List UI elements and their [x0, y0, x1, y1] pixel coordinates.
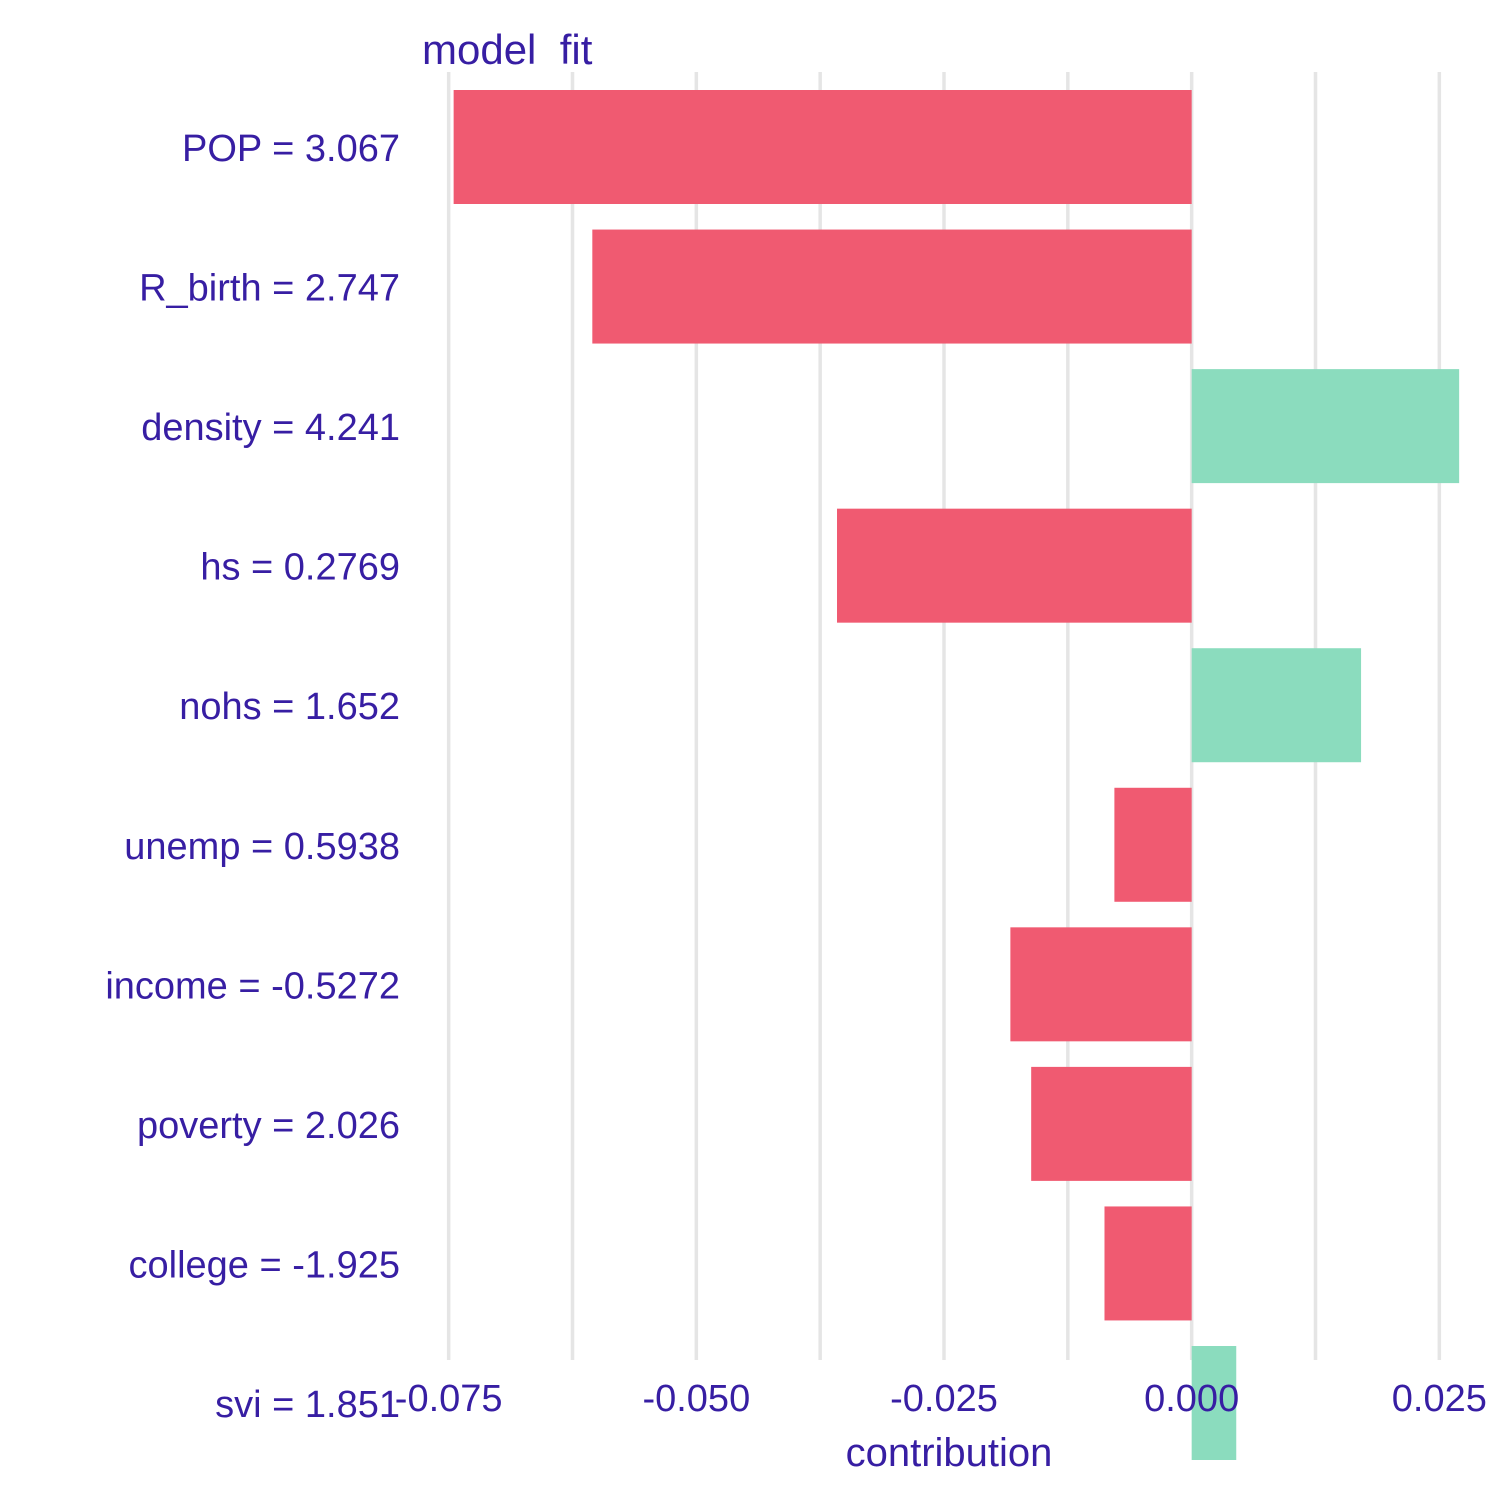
x-axis-title: contribution [846, 1431, 1053, 1475]
category-label: svi = 1.851 [215, 1384, 400, 1426]
category-label: POP = 3.067 [182, 128, 400, 170]
x-tick-label: -0.025 [890, 1378, 998, 1420]
category-label: nohs = 1.652 [179, 686, 400, 728]
bar [1114, 787, 1192, 902]
x-tick-label: 0.000 [1144, 1378, 1239, 1420]
bar [1104, 1206, 1192, 1321]
x-tick-label: -0.075 [395, 1378, 503, 1420]
bar [592, 229, 1192, 344]
category-label: college = -1.925 [129, 1244, 400, 1286]
x-tick-labels: -0.075 -0.050 -0.025 0.000 0.025 [395, 1378, 1487, 1420]
category-label: unemp = 0.5938 [124, 826, 400, 868]
bar [1191, 369, 1460, 484]
bar [837, 508, 1192, 623]
category-labels: POP = 3.067 R_birth = 2.747 density = 4.24… [105, 128, 400, 1426]
x-tick-label: 0.025 [1392, 1378, 1487, 1420]
chart-title: model fit [422, 26, 593, 73]
bar [1010, 927, 1192, 1042]
bar [453, 90, 1192, 204]
bar [1191, 1346, 1237, 1460]
category-label: R_birth = 2.747 [139, 268, 400, 310]
category-label: poverty = 2.026 [137, 1105, 400, 1147]
category-label: hs = 0.2769 [200, 547, 400, 589]
x-tick-label: -0.050 [642, 1378, 750, 1420]
bar-layer [453, 90, 1460, 1460]
bar [1191, 648, 1362, 763]
category-label: density = 4.241 [141, 407, 400, 449]
bar [1031, 1066, 1192, 1181]
category-label: income = -0.5272 [105, 965, 400, 1007]
